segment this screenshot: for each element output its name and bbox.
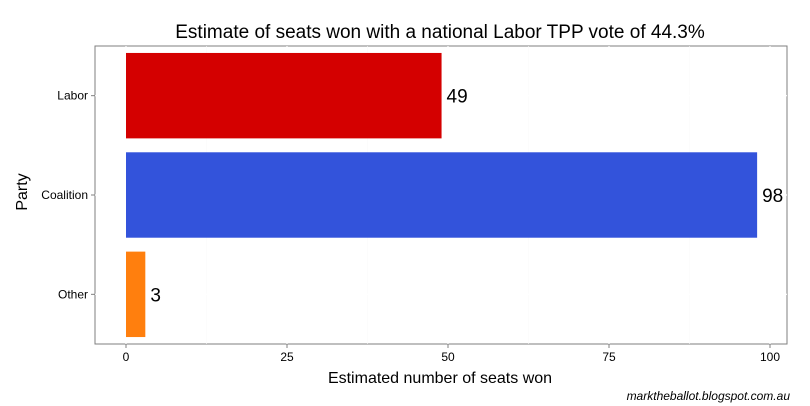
x-axis: 0 25 50 75 100 [123, 344, 780, 364]
x-tick-label: 50 [441, 350, 455, 364]
y-tick-label: Other [58, 287, 88, 301]
bar-labor [126, 52, 442, 139]
x-tick-label: 75 [602, 350, 616, 364]
data-label-coalition: 98 [762, 186, 783, 207]
source-credit: marktheballot.blogspot.com.au [627, 389, 791, 403]
x-tick-label: 25 [280, 350, 294, 364]
y-tick-label: Coalition [41, 188, 88, 202]
y-tick-label: Labor [57, 89, 88, 103]
bar-coalition [126, 152, 758, 238]
bars: 49 98 3 [126, 52, 783, 338]
y-axis: Labor Coalition Other [41, 89, 95, 301]
data-label-labor: 49 [447, 87, 468, 108]
chart-title: Estimate of seats won with a national La… [175, 22, 705, 43]
bar-other [126, 251, 146, 338]
x-tick-label: 0 [123, 350, 130, 364]
x-axis-title: Estimated number of seats won [328, 370, 552, 387]
y-axis-title: Party [14, 173, 31, 210]
x-tick-label: 100 [760, 350, 780, 364]
data-label-other: 3 [150, 285, 161, 306]
